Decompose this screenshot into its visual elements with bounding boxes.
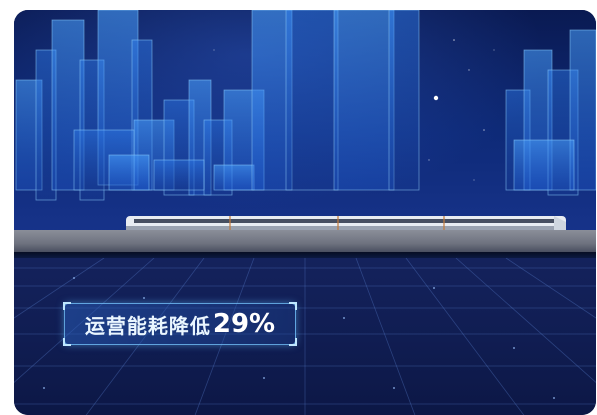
energy-reduction-value: 29% [212, 309, 276, 339]
badge-corner [63, 302, 71, 310]
badge-corner [63, 338, 71, 346]
energy-reduction-badge: 运营能耗降低 29% [63, 302, 297, 346]
train [126, 216, 566, 230]
scene-frame: 运营能耗降低 29% [14, 10, 596, 415]
badge-corner [289, 338, 297, 346]
holographic-city-skyline [15, 10, 596, 201]
badge-corner [289, 302, 297, 310]
track-shadow [14, 252, 596, 258]
energy-reduction-label: 运营能耗降低 [84, 313, 211, 338]
elevated-track [14, 230, 596, 252]
